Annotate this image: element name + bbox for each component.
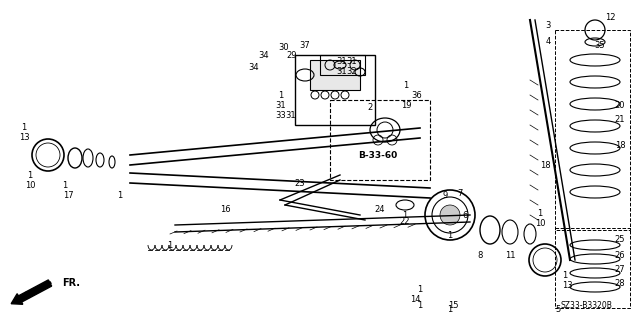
Text: 10: 10 <box>25 181 35 189</box>
Text: 10: 10 <box>535 219 545 227</box>
Text: 20: 20 <box>615 100 625 109</box>
Text: 31: 31 <box>276 100 286 109</box>
Text: 25: 25 <box>615 235 625 244</box>
Text: 35: 35 <box>595 41 605 49</box>
Bar <box>330 100 430 180</box>
Text: 1: 1 <box>28 170 33 180</box>
Bar <box>555 228 630 308</box>
Text: SZ33-B3320B: SZ33-B3320B <box>560 300 612 309</box>
Text: 1: 1 <box>168 241 173 250</box>
Text: 1: 1 <box>62 181 68 189</box>
Text: 36: 36 <box>412 91 422 100</box>
Text: B-33-60: B-33-60 <box>358 151 397 160</box>
Text: 11: 11 <box>505 250 515 259</box>
Text: 17: 17 <box>63 190 74 199</box>
Text: 31: 31 <box>337 57 348 66</box>
Text: 22: 22 <box>400 218 410 226</box>
Text: 1: 1 <box>417 286 422 294</box>
Circle shape <box>440 205 460 225</box>
Text: 18: 18 <box>614 140 625 150</box>
Text: 3: 3 <box>545 20 550 29</box>
Text: 32: 32 <box>347 68 357 77</box>
Text: 16: 16 <box>220 205 230 214</box>
Text: 37: 37 <box>300 41 310 49</box>
Text: 12: 12 <box>605 13 615 23</box>
Text: 34: 34 <box>259 50 269 60</box>
Text: 15: 15 <box>448 300 458 309</box>
Text: 1: 1 <box>538 209 543 218</box>
Text: 23: 23 <box>294 179 305 188</box>
FancyArrow shape <box>11 280 52 304</box>
Text: 31: 31 <box>285 110 296 120</box>
Text: 1: 1 <box>403 211 408 219</box>
Bar <box>295 55 375 125</box>
Text: 33: 33 <box>276 110 286 120</box>
Text: 1: 1 <box>417 300 422 309</box>
Text: 26: 26 <box>614 250 625 259</box>
Text: 30: 30 <box>278 43 289 53</box>
Bar <box>320 55 365 75</box>
Text: 7: 7 <box>458 189 463 197</box>
Text: 1: 1 <box>447 306 452 315</box>
Bar <box>310 60 360 90</box>
Text: 1: 1 <box>21 123 27 132</box>
Text: 4: 4 <box>545 38 550 47</box>
Text: 31: 31 <box>347 57 357 66</box>
Text: 13: 13 <box>562 280 572 290</box>
Text: 9: 9 <box>442 190 447 199</box>
Bar <box>555 30 630 230</box>
Text: FR.: FR. <box>62 278 80 288</box>
Text: 8: 8 <box>477 250 483 259</box>
Text: 18: 18 <box>540 160 550 169</box>
Text: 2: 2 <box>367 103 372 113</box>
Text: 5: 5 <box>556 306 561 315</box>
Text: 28: 28 <box>614 278 625 287</box>
Text: 6: 6 <box>462 211 468 219</box>
Text: 27: 27 <box>614 265 625 275</box>
Text: 1: 1 <box>278 91 284 100</box>
Text: 34: 34 <box>249 63 259 72</box>
Text: 24: 24 <box>375 205 385 214</box>
Text: 31: 31 <box>337 68 348 77</box>
Text: 21: 21 <box>615 115 625 124</box>
Text: 14: 14 <box>410 295 420 305</box>
Text: 1: 1 <box>403 80 408 90</box>
Text: 1: 1 <box>563 271 568 279</box>
Text: 1: 1 <box>117 190 123 199</box>
Text: 29: 29 <box>287 50 297 60</box>
Text: 1: 1 <box>447 231 452 240</box>
Text: 13: 13 <box>19 133 29 143</box>
Text: 19: 19 <box>401 100 412 109</box>
